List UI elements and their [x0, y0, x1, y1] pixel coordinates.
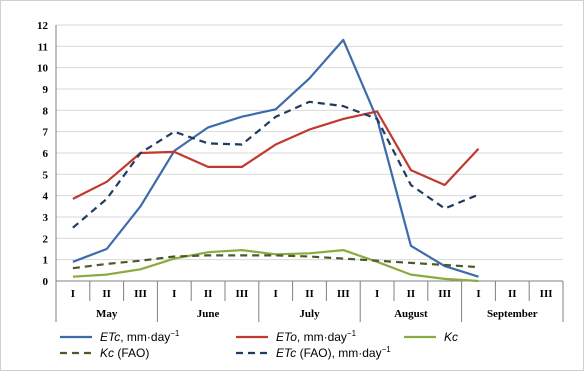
- y-tick-label: 0: [43, 276, 49, 288]
- legend-label-kc_fao: Kc (FAO): [100, 346, 149, 360]
- legend-label-superscript: −1: [347, 329, 357, 338]
- legend-label-main: Kc: [100, 346, 114, 360]
- x-tick-label: II: [102, 288, 111, 300]
- y-tick-label: 11: [38, 41, 48, 53]
- series-line-etc: [72, 38, 479, 278]
- x-tick-label: III: [235, 288, 248, 300]
- y-tick-label: 9: [43, 84, 49, 96]
- y-tick-label: 5: [43, 169, 49, 181]
- legend-label-superscript: −1: [170, 329, 180, 338]
- x-tick-label: I: [476, 288, 480, 300]
- month-label: June: [197, 308, 220, 320]
- legend-label-eto: ETo, mm·day−1: [276, 329, 357, 344]
- legend-label-main: ETc: [276, 346, 296, 360]
- x-tick-label: I: [71, 288, 75, 300]
- month-label: September: [487, 308, 538, 320]
- x-tick-label: II: [204, 288, 213, 300]
- legend-label-rest: , mm·day: [297, 330, 347, 344]
- y-tick-label: 6: [43, 148, 49, 160]
- y-tick-label: 10: [37, 63, 49, 75]
- x-tick-label: II: [407, 288, 416, 300]
- y-tick-label: 4: [43, 191, 49, 203]
- x-tick-label: I: [274, 288, 278, 300]
- legend-label-rest: (FAO), mm·day: [296, 346, 381, 360]
- series-line-etc_fao: [72, 100, 479, 229]
- y-tick-label: 1: [43, 255, 49, 267]
- month-label: August: [394, 308, 428, 320]
- legend-label-superscript: −1: [382, 345, 392, 354]
- x-tick-label: II: [305, 288, 314, 300]
- x-tick-label: I: [375, 288, 379, 300]
- legend-label-main: Kc: [444, 330, 458, 344]
- x-tick-label: III: [438, 288, 451, 300]
- x-tick-label: III: [540, 288, 553, 300]
- legend-label-etc_fao: ETc (FAO), mm·day−1: [276, 345, 391, 360]
- y-tick-label: 3: [43, 212, 49, 224]
- x-tick-label: III: [337, 288, 350, 300]
- y-tick-label: 12: [37, 20, 49, 32]
- y-tick-label: 2: [43, 233, 49, 245]
- y-tick-label: 7: [43, 127, 49, 139]
- series-lines: [72, 38, 480, 283]
- legend-label-rest: , mm·day: [120, 330, 170, 344]
- series-line-kc_fao: [72, 254, 479, 270]
- x-tick-label: II: [508, 288, 517, 300]
- legend-label-kc: Kc: [444, 330, 458, 344]
- month-label: July: [299, 308, 320, 320]
- legend-label-main: ETc: [100, 330, 120, 344]
- legend-label-rest: (FAO): [114, 346, 149, 360]
- series-line-kc: [72, 249, 479, 283]
- legend-label-etc: ETc, mm·day−1: [100, 329, 180, 344]
- month-label: May: [96, 308, 118, 320]
- x-tick-label: III: [134, 288, 147, 300]
- legend-label-main: ETo: [276, 330, 297, 344]
- x-tick-label: I: [172, 288, 176, 300]
- y-tick-label: 8: [43, 105, 49, 117]
